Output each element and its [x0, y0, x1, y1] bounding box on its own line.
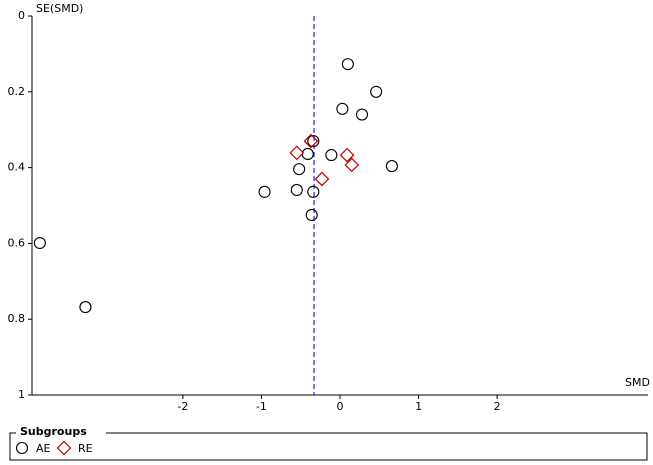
y-tick-label: 0.6 [8, 236, 26, 249]
data-point [344, 157, 360, 173]
legend-title-bg [16, 425, 106, 437]
data-point [336, 102, 349, 115]
data-point [307, 135, 320, 148]
y-tick-label: 0 [18, 9, 25, 22]
data-point [289, 145, 305, 161]
data-point [370, 85, 383, 98]
data-point [305, 208, 318, 222]
x-tick-label: -1 [256, 400, 267, 413]
x-tick-label: 2 [494, 400, 501, 413]
data-point [307, 185, 320, 198]
data-point [355, 108, 369, 121]
y-axis-label: SE(SMD) [36, 2, 83, 15]
data-point [79, 301, 92, 314]
data-point [385, 160, 398, 173]
x-axis-label: SMD [625, 376, 650, 389]
x-tick-label: -2 [177, 400, 188, 413]
data-point [301, 147, 314, 161]
data-point [293, 163, 306, 176]
y-tick-label: 0.8 [8, 312, 26, 325]
y-tick-label: 0.4 [8, 161, 26, 174]
legend-label: RE [78, 442, 93, 455]
legend-marker [15, 441, 29, 455]
data-point [33, 236, 46, 250]
data-point [314, 171, 330, 187]
legend-title: Subgroups [20, 425, 87, 438]
legend-label: AE [36, 442, 51, 455]
x-tick-label: 1 [415, 400, 422, 413]
x-tick-label: 0 [337, 400, 344, 413]
y-tick-label: 0.2 [8, 85, 26, 98]
data-point [339, 147, 355, 163]
data-point [290, 183, 303, 197]
data-point [258, 185, 271, 198]
legend-box [9, 432, 648, 461]
data-point [303, 133, 319, 149]
data-point [325, 149, 338, 162]
legend-marker [56, 440, 72, 456]
data-point [341, 58, 354, 71]
y-tick-label: 1 [18, 388, 25, 401]
